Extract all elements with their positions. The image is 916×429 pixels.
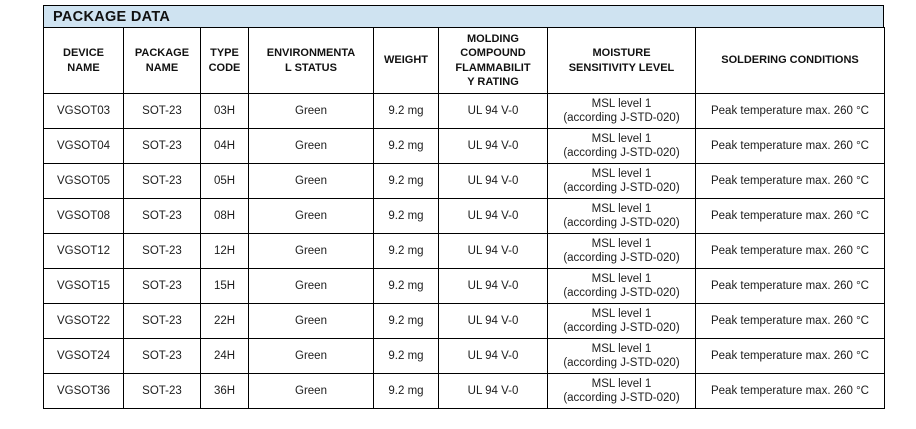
table-row: VGSOT36 SOT-23 36H Green 9.2 mg UL 94 V-… — [43, 373, 885, 409]
cell-soldering-conditions: Peak temperature max. 260 °C — [695, 128, 885, 164]
cell-soldering-conditions: Peak temperature max. 260 °C — [695, 373, 885, 409]
cell-device-name: VGSOT36 — [43, 373, 124, 409]
cell-flammability: UL 94 V-0 — [438, 233, 548, 269]
cell-package-name: SOT-23 — [123, 128, 201, 164]
cell-moisture-sensitivity: MSL level 1 (according J-STD-020) — [547, 268, 696, 304]
cell-device-name: VGSOT22 — [43, 303, 124, 339]
cell-weight: 9.2 mg — [373, 303, 439, 339]
column-header-soldering-conditions: SOLDERING CONDITIONS — [695, 27, 885, 94]
cell-moisture-sensitivity: MSL level 1 (according J-STD-020) — [547, 303, 696, 339]
cell-package-name: SOT-23 — [123, 268, 201, 304]
cell-type-code: 12H — [200, 233, 249, 269]
cell-package-name: SOT-23 — [123, 163, 201, 199]
cell-soldering-conditions: Peak temperature max. 260 °C — [695, 163, 885, 199]
column-header-environmental-status: ENVIRONMENTA L STATUS — [248, 27, 374, 94]
table-title: PACKAGE DATA — [43, 5, 884, 28]
table-row: VGSOT05 SOT-23 05H Green 9.2 mg UL 94 V-… — [43, 163, 885, 199]
cell-device-name: VGSOT08 — [43, 198, 124, 234]
cell-device-name: VGSOT24 — [43, 338, 124, 374]
cell-device-name: VGSOT03 — [43, 93, 124, 129]
cell-type-code: 36H — [200, 373, 249, 409]
cell-weight: 9.2 mg — [373, 268, 439, 304]
cell-soldering-conditions: Peak temperature max. 260 °C — [695, 198, 885, 234]
table-row: VGSOT15 SOT-23 15H Green 9.2 mg UL 94 V-… — [43, 268, 885, 304]
cell-package-name: SOT-23 — [123, 198, 201, 234]
cell-flammability: UL 94 V-0 — [438, 268, 548, 304]
cell-flammability: UL 94 V-0 — [438, 303, 548, 339]
cell-environmental-status: Green — [248, 233, 374, 269]
table-row: VGSOT22 SOT-23 22H Green 9.2 mg UL 94 V-… — [43, 303, 885, 339]
cell-device-name: VGSOT15 — [43, 268, 124, 304]
cell-device-name: VGSOT04 — [43, 128, 124, 164]
cell-weight: 9.2 mg — [373, 233, 439, 269]
cell-environmental-status: Green — [248, 198, 374, 234]
column-header-package-name: PACKAGE NAME — [123, 27, 201, 94]
cell-type-code: 03H — [200, 93, 249, 129]
column-header-type-code: TYPE CODE — [200, 27, 249, 94]
cell-soldering-conditions: Peak temperature max. 260 °C — [695, 338, 885, 374]
cell-environmental-status: Green — [248, 93, 374, 129]
cell-moisture-sensitivity: MSL level 1 (according J-STD-020) — [547, 128, 696, 164]
cell-environmental-status: Green — [248, 268, 374, 304]
cell-type-code: 04H — [200, 128, 249, 164]
cell-package-name: SOT-23 — [123, 338, 201, 374]
cell-device-name: VGSOT12 — [43, 233, 124, 269]
cell-weight: 9.2 mg — [373, 128, 439, 164]
column-header-weight: WEIGHT — [373, 27, 439, 94]
cell-weight: 9.2 mg — [373, 338, 439, 374]
cell-soldering-conditions: Peak temperature max. 260 °C — [695, 233, 885, 269]
cell-soldering-conditions: Peak temperature max. 260 °C — [695, 93, 885, 129]
cell-package-name: SOT-23 — [123, 93, 201, 129]
column-header-moisture-sensitivity: MOISTURE SENSITIVITY LEVEL — [547, 27, 696, 94]
cell-type-code: 05H — [200, 163, 249, 199]
table-row: VGSOT24 SOT-23 24H Green 9.2 mg UL 94 V-… — [43, 338, 885, 374]
cell-device-name: VGSOT05 — [43, 163, 124, 199]
cell-flammability: UL 94 V-0 — [438, 338, 548, 374]
column-header-device-name: DEVICE NAME — [43, 27, 124, 94]
cell-environmental-status: Green — [248, 128, 374, 164]
cell-environmental-status: Green — [248, 338, 374, 374]
table-header: DEVICE NAME PACKAGE NAME TYPE CODE ENVIR… — [43, 27, 885, 94]
cell-weight: 9.2 mg — [373, 163, 439, 199]
cell-type-code: 08H — [200, 198, 249, 234]
cell-environmental-status: Green — [248, 163, 374, 199]
cell-moisture-sensitivity: MSL level 1 (according J-STD-020) — [547, 233, 696, 269]
cell-moisture-sensitivity: MSL level 1 (according J-STD-020) — [547, 93, 696, 129]
cell-weight: 9.2 mg — [373, 93, 439, 129]
cell-type-code: 15H — [200, 268, 249, 304]
cell-weight: 9.2 mg — [373, 198, 439, 234]
cell-type-code: 22H — [200, 303, 249, 339]
header-row: DEVICE NAME PACKAGE NAME TYPE CODE ENVIR… — [43, 27, 885, 94]
cell-flammability: UL 94 V-0 — [438, 198, 548, 234]
cell-moisture-sensitivity: MSL level 1 (according J-STD-020) — [547, 163, 696, 199]
cell-flammability: UL 94 V-0 — [438, 128, 548, 164]
cell-soldering-conditions: Peak temperature max. 260 °C — [695, 303, 885, 339]
cell-soldering-conditions: Peak temperature max. 260 °C — [695, 268, 885, 304]
table-row: VGSOT03 SOT-23 03H Green 9.2 mg UL 94 V-… — [43, 93, 885, 129]
cell-environmental-status: Green — [248, 373, 374, 409]
table-row: VGSOT12 SOT-23 12H Green 9.2 mg UL 94 V-… — [43, 233, 885, 269]
cell-package-name: SOT-23 — [123, 233, 201, 269]
cell-environmental-status: Green — [248, 303, 374, 339]
cell-flammability: UL 94 V-0 — [438, 93, 548, 129]
cell-package-name: SOT-23 — [123, 303, 201, 339]
cell-moisture-sensitivity: MSL level 1 (according J-STD-020) — [547, 338, 696, 374]
table-body: VGSOT03 SOT-23 03H Green 9.2 mg UL 94 V-… — [43, 93, 885, 409]
cell-weight: 9.2 mg — [373, 373, 439, 409]
table-row: VGSOT04 SOT-23 04H Green 9.2 mg UL 94 V-… — [43, 128, 885, 164]
cell-package-name: SOT-23 — [123, 373, 201, 409]
cell-flammability: UL 94 V-0 — [438, 373, 548, 409]
package-data-table: DEVICE NAME PACKAGE NAME TYPE CODE ENVIR… — [43, 27, 885, 409]
cell-type-code: 24H — [200, 338, 249, 374]
cell-flammability: UL 94 V-0 — [438, 163, 548, 199]
column-header-flammability-rating: MOLDING COMPOUND FLAMMABILIT Y RATING — [438, 27, 548, 94]
cell-moisture-sensitivity: MSL level 1 (according J-STD-020) — [547, 198, 696, 234]
cell-moisture-sensitivity: MSL level 1 (according J-STD-020) — [547, 373, 696, 409]
table-row: VGSOT08 SOT-23 08H Green 9.2 mg UL 94 V-… — [43, 198, 885, 234]
package-data-section: PACKAGE DATA DEVICE NAME PACKAGE NAME TY… — [43, 5, 885, 409]
